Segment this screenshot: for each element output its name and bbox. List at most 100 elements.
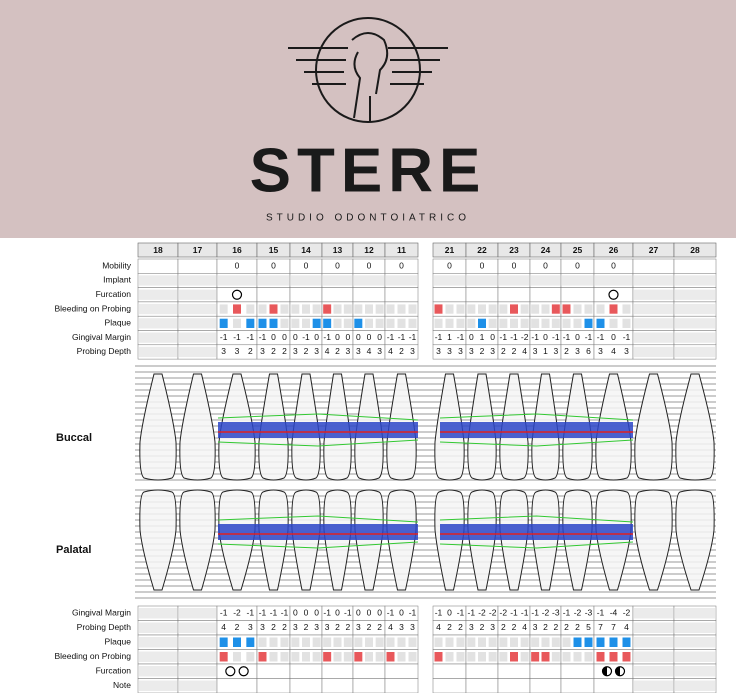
gingival-margin: -1 [500,332,508,342]
gingival-margin: 1 [480,332,485,342]
probing-depth: 3 [458,346,463,356]
gingival-margin: 0 [282,332,287,342]
gingival-margin: -1 [387,608,395,618]
plaque-flag [365,637,373,647]
plaque-flag [312,637,321,647]
bleeding-flag [510,652,518,662]
furcation-icon [225,666,236,677]
gingival-margin: 0 [543,332,548,342]
gingival-margin: 0 [271,332,276,342]
probing-depth: 2 [282,622,287,632]
brand-name: STERE [250,136,487,205]
header-bg [0,0,736,238]
bleeding-flag [434,652,443,662]
probing-depth: 2 [553,622,558,632]
gingival-margin: -1 [259,608,267,618]
tooth-outline [675,489,715,591]
bleeding-flag [541,652,550,662]
plaque-flag [609,637,618,647]
bleeding-flag [609,652,618,662]
gingival-margin: -3 [585,608,593,618]
empty-cell [179,680,216,691]
plaque-flag [343,637,352,647]
pocket-band [218,422,418,438]
brand-subtitle: STUDIO ODONTOIATRICO [266,213,470,224]
empty-cell [139,608,177,619]
bleeding-flag [246,652,255,662]
gingival-margin: -1 [585,332,593,342]
bleeding-flag [584,652,593,662]
probing-depth: 4 [624,622,629,632]
gingival-margin: -1 [563,332,571,342]
gingival-margin: -2 [489,608,497,618]
plaque-flag [609,318,618,328]
attachment-line [217,541,419,549]
row-label: Gingival Margin [72,332,131,342]
tooth-number: 13 [333,245,343,255]
tooth-number: 14 [301,245,311,255]
row-label: Probing Depth [77,346,132,356]
gingival-margin: 0 [356,332,361,342]
empty-cell [179,608,216,619]
empty-cell [139,622,177,633]
gingival-margin: -1 [323,608,331,618]
empty-cell [258,275,289,286]
tooth-number: 17 [193,245,203,255]
gingival-margin: 0 [293,608,298,618]
cell [289,663,323,679]
bleeding-flag [510,304,518,314]
tooth-outline [179,489,216,591]
gingival-margin: -2 [623,608,631,618]
gingival-margin: 0 [469,332,474,342]
probing-depth: 3 [314,346,319,356]
empty-cell [434,275,465,286]
bleeding-flag [531,304,540,314]
empty-cell [139,318,177,329]
empty-cell [634,346,673,358]
empty-cell [179,318,216,329]
empty-cell [386,275,417,286]
gingival-margin: -1 [259,332,267,342]
plaque-flag [488,637,497,647]
gingival-margin: -1 [468,608,476,618]
gingival-margin: -3 [552,608,560,618]
cell [497,678,531,693]
tooth-number: 26 [609,245,619,255]
probing-depth: 3 [533,622,538,632]
empty-cell [634,303,673,315]
empty-cell [354,275,384,286]
mobility-value: 0 [480,260,485,270]
bleeding-flag [302,304,310,314]
plaque-flag [520,637,529,647]
plaque-flag [269,637,278,647]
probing-depth: 3 [598,346,603,356]
bleeding-flag [323,304,332,314]
cell [384,663,419,679]
bleeding-flag [219,304,228,314]
bleeding-flag [520,652,529,662]
gingival-margin: -1 [435,332,443,342]
empty-cell [179,303,216,315]
empty-cell [562,275,593,286]
plaque-flag [510,318,518,328]
bleeding-flag [488,652,497,662]
gingival-margin: -1 [457,608,465,618]
plaque-flag [596,637,605,647]
gingival-margin: 0 [335,608,340,618]
plaque-flag [302,318,310,328]
bleeding-flag [562,652,571,662]
gingival-margin: -2 [542,608,550,618]
empty-cell [139,289,177,300]
bleeding-flag [478,304,486,314]
plaque-flag [434,637,443,647]
cell [465,663,499,679]
probing-depth: 3 [260,346,265,356]
bleeding-flag [622,652,631,662]
plaque-flag [531,637,540,647]
mobility-value: 0 [271,260,276,270]
bleeding-flag [365,304,373,314]
cell [432,678,467,693]
gingival-margin: -4 [610,608,618,618]
plaque-flag [467,318,476,328]
